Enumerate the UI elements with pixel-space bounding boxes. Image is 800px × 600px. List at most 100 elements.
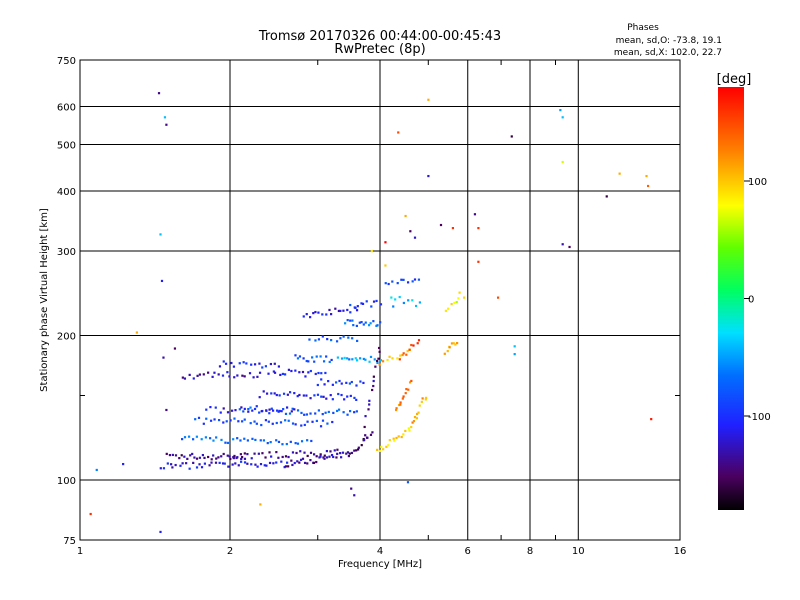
data-point xyxy=(288,412,292,415)
data-point xyxy=(207,455,210,459)
data-point xyxy=(253,420,256,423)
y-tick-label: 200 xyxy=(57,332,76,343)
data-point xyxy=(281,372,284,376)
data-point xyxy=(197,416,201,419)
data-point xyxy=(211,375,214,378)
data-point xyxy=(178,457,181,460)
data-point xyxy=(283,466,286,469)
data-point xyxy=(370,250,373,253)
data-point xyxy=(394,408,398,412)
data-point xyxy=(250,363,253,366)
data-point xyxy=(305,413,309,416)
data-point xyxy=(192,461,195,465)
data-point xyxy=(407,427,410,430)
data-point xyxy=(355,309,359,312)
data-point xyxy=(279,373,282,377)
data-point xyxy=(232,457,235,460)
data-point xyxy=(243,418,246,421)
data-point xyxy=(267,420,270,423)
data-point xyxy=(390,296,393,299)
data-point xyxy=(281,443,284,446)
data-point xyxy=(396,282,399,285)
data-point xyxy=(312,312,315,315)
data-point xyxy=(241,455,244,459)
data-point xyxy=(284,455,288,458)
data-point xyxy=(214,461,218,464)
data-point xyxy=(195,466,199,469)
data-point xyxy=(340,456,343,459)
data-point xyxy=(275,421,278,425)
data-point xyxy=(210,458,213,461)
data-point xyxy=(330,339,333,342)
data-point xyxy=(221,462,225,465)
data-point xyxy=(250,463,253,466)
data-point xyxy=(368,360,371,363)
data-point xyxy=(413,236,417,239)
data-point xyxy=(269,362,273,366)
data-points xyxy=(89,92,653,534)
colorbar-ticks: 100 0 -100 xyxy=(744,177,771,423)
data-point xyxy=(210,461,213,464)
data-point xyxy=(355,449,358,452)
data-point xyxy=(320,372,323,375)
data-point xyxy=(294,442,297,445)
data-point xyxy=(456,341,459,345)
data-point xyxy=(316,383,319,387)
data-point xyxy=(162,356,165,359)
data-point xyxy=(243,461,247,464)
data-point xyxy=(215,457,218,460)
data-point xyxy=(249,422,252,425)
data-point xyxy=(218,365,222,368)
data-point xyxy=(306,439,309,442)
data-point xyxy=(269,441,272,444)
data-point xyxy=(270,392,273,395)
data-point xyxy=(398,295,401,299)
data-point xyxy=(256,465,259,468)
data-point xyxy=(417,278,421,281)
data-point xyxy=(260,410,263,413)
data-point xyxy=(444,309,448,312)
data-point xyxy=(296,395,299,398)
grid xyxy=(80,60,680,540)
data-point xyxy=(171,466,174,469)
data-point xyxy=(291,451,295,454)
data-point xyxy=(477,227,480,230)
data-point xyxy=(379,359,383,362)
data-point xyxy=(255,405,258,408)
data-point xyxy=(353,494,356,497)
data-point xyxy=(645,174,648,178)
data-point xyxy=(275,393,278,397)
data-point xyxy=(372,320,375,323)
data-point xyxy=(290,369,293,373)
data-point xyxy=(320,395,323,398)
data-point xyxy=(454,343,457,346)
data-point xyxy=(416,342,419,345)
data-point xyxy=(187,435,191,438)
data-point xyxy=(241,420,244,423)
data-point xyxy=(401,353,404,357)
data-point xyxy=(194,418,197,421)
data-point xyxy=(376,324,379,327)
data-point xyxy=(339,337,342,340)
data-point xyxy=(181,376,184,379)
y-tick-label: 400 xyxy=(57,187,76,198)
data-point xyxy=(173,347,177,350)
data-point xyxy=(243,452,246,455)
data-point xyxy=(342,309,345,312)
data-point xyxy=(415,304,418,308)
data-point xyxy=(496,296,500,299)
data-point xyxy=(384,241,387,244)
data-point xyxy=(326,422,329,425)
data-point xyxy=(372,375,375,378)
data-point xyxy=(345,381,348,384)
data-point xyxy=(268,451,271,454)
phases-mean-o: mean, sd,O: -73.8, 19.1 xyxy=(616,36,722,46)
data-point xyxy=(328,308,331,312)
data-point xyxy=(317,338,321,341)
data-point xyxy=(203,456,206,460)
data-point xyxy=(281,455,284,459)
data-point xyxy=(174,454,178,457)
data-point xyxy=(329,313,333,316)
data-point xyxy=(340,357,344,360)
data-point xyxy=(402,433,405,436)
